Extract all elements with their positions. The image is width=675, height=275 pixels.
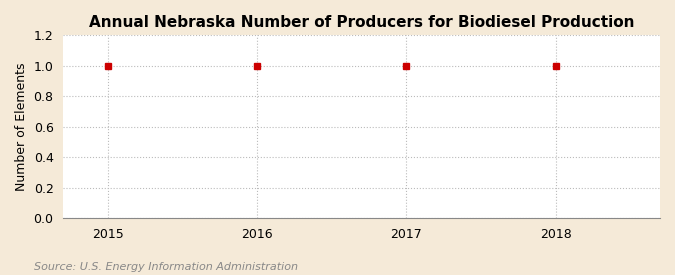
Y-axis label: Number of Elements: Number of Elements: [15, 62, 28, 191]
Text: Source: U.S. Energy Information Administration: Source: U.S. Energy Information Administ…: [34, 262, 298, 272]
Title: Annual Nebraska Number of Producers for Biodiesel Production: Annual Nebraska Number of Producers for …: [89, 15, 634, 30]
